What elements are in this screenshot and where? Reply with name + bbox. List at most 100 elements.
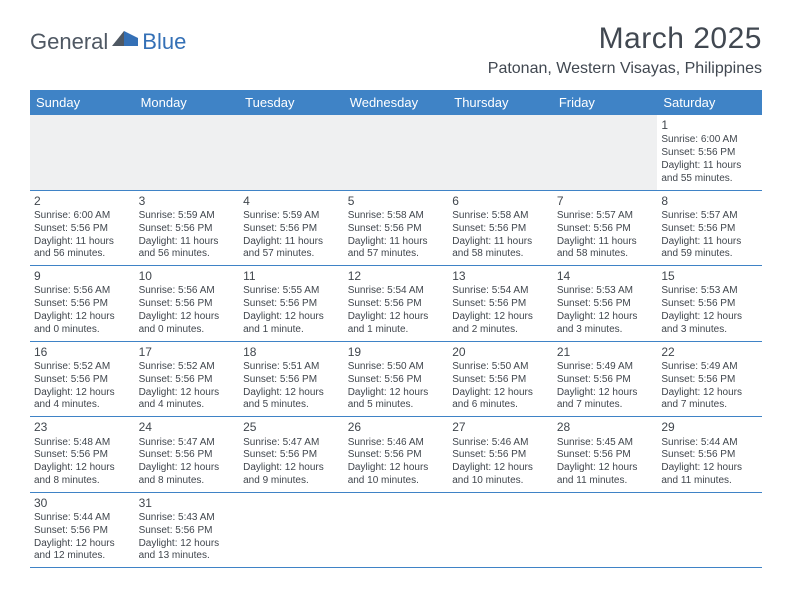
daylight-line: Daylight: 12 hours and 10 minutes. [348,462,445,488]
sunrise-line: Sunrise: 5:43 AM [139,512,236,525]
calendar-cell: 19Sunrise: 5:50 AMSunset: 5:56 PMDayligh… [344,341,449,417]
calendar-cell: 28Sunrise: 5:45 AMSunset: 5:56 PMDayligh… [553,417,658,493]
calendar-cell: 1Sunrise: 6:00 AMSunset: 5:56 PMDaylight… [657,115,762,190]
sunset-line: Sunset: 5:56 PM [661,223,758,236]
header: General Blue March 2025 Patonan, Western… [30,22,762,78]
day-number: 19 [348,345,445,360]
day-number: 2 [34,194,131,209]
daylight-line: Daylight: 12 hours and 12 minutes. [34,538,131,564]
location: Patonan, Western Visayas, Philippines [488,60,762,78]
sunrise-line: Sunrise: 6:00 AM [34,210,131,223]
daylight-line: Daylight: 12 hours and 5 minutes. [243,387,340,413]
sunset-line: Sunset: 5:56 PM [452,223,549,236]
calendar-cell: 24Sunrise: 5:47 AMSunset: 5:56 PMDayligh… [135,417,240,493]
calendar-cell [30,115,135,190]
day-number: 17 [139,345,236,360]
sunset-line: Sunset: 5:56 PM [139,449,236,462]
day-header: Thursday [448,90,553,115]
sunrise-line: Sunrise: 5:50 AM [452,361,549,374]
daylight-line: Daylight: 12 hours and 0 minutes. [139,311,236,337]
calendar-cell: 10Sunrise: 5:56 AMSunset: 5:56 PMDayligh… [135,266,240,342]
sunrise-line: Sunrise: 5:57 AM [661,210,758,223]
sunrise-line: Sunrise: 6:00 AM [661,134,758,147]
day-number: 1 [661,118,758,133]
sunset-line: Sunset: 5:56 PM [139,525,236,538]
sunset-line: Sunset: 5:56 PM [452,298,549,311]
daylight-line: Daylight: 12 hours and 5 minutes. [348,387,445,413]
sunrise-line: Sunrise: 5:54 AM [452,285,549,298]
calendar-cell: 20Sunrise: 5:50 AMSunset: 5:56 PMDayligh… [448,341,553,417]
daylight-line: Daylight: 12 hours and 9 minutes. [243,462,340,488]
calendar-cell: 16Sunrise: 5:52 AMSunset: 5:56 PMDayligh… [30,341,135,417]
sunset-line: Sunset: 5:56 PM [34,374,131,387]
sunset-line: Sunset: 5:56 PM [34,525,131,538]
sunrise-line: Sunrise: 5:55 AM [243,285,340,298]
calendar-cell [553,115,658,190]
calendar-row: 23Sunrise: 5:48 AMSunset: 5:56 PMDayligh… [30,417,762,493]
calendar-cell [448,115,553,190]
calendar-cell: 23Sunrise: 5:48 AMSunset: 5:56 PMDayligh… [30,417,135,493]
day-number: 8 [661,194,758,209]
logo-text-dark: General [30,29,108,55]
calendar-cell: 11Sunrise: 5:55 AMSunset: 5:56 PMDayligh… [239,266,344,342]
sunset-line: Sunset: 5:56 PM [243,449,340,462]
daylight-line: Daylight: 12 hours and 8 minutes. [34,462,131,488]
sunset-line: Sunset: 5:56 PM [452,374,549,387]
sunrise-line: Sunrise: 5:58 AM [348,210,445,223]
calendar-cell: 17Sunrise: 5:52 AMSunset: 5:56 PMDayligh… [135,341,240,417]
calendar-cell: 26Sunrise: 5:46 AMSunset: 5:56 PMDayligh… [344,417,449,493]
daylight-line: Daylight: 12 hours and 7 minutes. [557,387,654,413]
sunset-line: Sunset: 5:56 PM [348,374,445,387]
sunset-line: Sunset: 5:56 PM [557,449,654,462]
daylight-line: Daylight: 12 hours and 8 minutes. [139,462,236,488]
daylight-line: Daylight: 11 hours and 58 minutes. [452,236,549,262]
sunrise-line: Sunrise: 5:49 AM [557,361,654,374]
calendar-cell: 4Sunrise: 5:59 AMSunset: 5:56 PMDaylight… [239,190,344,266]
day-header: Saturday [657,90,762,115]
calendar-cell: 12Sunrise: 5:54 AMSunset: 5:56 PMDayligh… [344,266,449,342]
day-number: 22 [661,345,758,360]
daylight-line: Daylight: 11 hours and 58 minutes. [557,236,654,262]
daylight-line: Daylight: 12 hours and 7 minutes. [661,387,758,413]
calendar-cell: 29Sunrise: 5:44 AMSunset: 5:56 PMDayligh… [657,417,762,493]
calendar-cell [553,492,658,568]
day-number: 4 [243,194,340,209]
calendar-cell: 30Sunrise: 5:44 AMSunset: 5:56 PMDayligh… [30,492,135,568]
logo-text-blue: Blue [142,29,186,55]
day-number: 24 [139,420,236,435]
day-header: Sunday [30,90,135,115]
sunset-line: Sunset: 5:56 PM [34,449,131,462]
daylight-line: Daylight: 12 hours and 10 minutes. [452,462,549,488]
sunrise-line: Sunrise: 5:56 AM [139,285,236,298]
sunrise-line: Sunrise: 5:58 AM [452,210,549,223]
day-header: Wednesday [344,90,449,115]
day-header: Tuesday [239,90,344,115]
sunrise-line: Sunrise: 5:54 AM [348,285,445,298]
daylight-line: Daylight: 12 hours and 2 minutes. [452,311,549,337]
calendar-cell [344,492,449,568]
calendar-cell [135,115,240,190]
day-number: 28 [557,420,654,435]
calendar-cell: 18Sunrise: 5:51 AMSunset: 5:56 PMDayligh… [239,341,344,417]
sunset-line: Sunset: 5:56 PM [348,449,445,462]
daylight-line: Daylight: 12 hours and 6 minutes. [452,387,549,413]
daylight-line: Daylight: 12 hours and 1 minute. [243,311,340,337]
logo: General Blue [30,28,186,56]
sunset-line: Sunset: 5:56 PM [661,298,758,311]
calendar-cell [239,115,344,190]
sunset-line: Sunset: 5:56 PM [557,223,654,236]
sunset-line: Sunset: 5:56 PM [452,449,549,462]
calendar-row: 2Sunrise: 6:00 AMSunset: 5:56 PMDaylight… [30,190,762,266]
sunset-line: Sunset: 5:56 PM [34,223,131,236]
daylight-line: Daylight: 12 hours and 11 minutes. [557,462,654,488]
sunrise-line: Sunrise: 5:48 AM [34,437,131,450]
sunset-line: Sunset: 5:56 PM [139,223,236,236]
daylight-line: Daylight: 12 hours and 3 minutes. [557,311,654,337]
calendar-row: 30Sunrise: 5:44 AMSunset: 5:56 PMDayligh… [30,492,762,568]
day-number: 29 [661,420,758,435]
calendar-cell [657,492,762,568]
calendar-cell: 21Sunrise: 5:49 AMSunset: 5:56 PMDayligh… [553,341,658,417]
sunrise-line: Sunrise: 5:46 AM [452,437,549,450]
calendar-cell: 13Sunrise: 5:54 AMSunset: 5:56 PMDayligh… [448,266,553,342]
daylight-line: Daylight: 11 hours and 55 minutes. [661,160,758,186]
